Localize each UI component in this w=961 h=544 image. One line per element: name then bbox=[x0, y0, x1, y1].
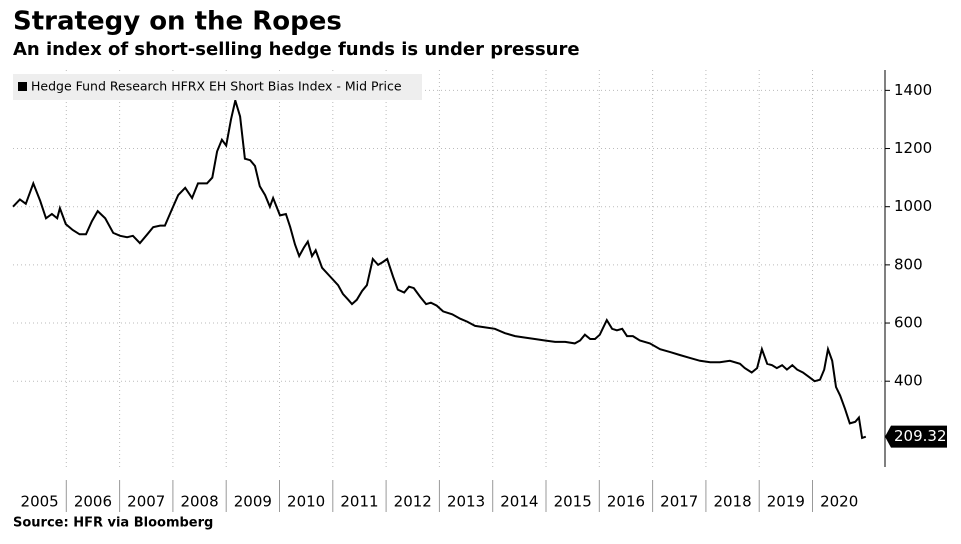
x-tick-label: 2010 bbox=[287, 493, 325, 511]
y-tick-label: 1200 bbox=[894, 139, 932, 157]
x-tick-label: 2007 bbox=[127, 493, 165, 511]
y-tick-label: 600 bbox=[894, 314, 923, 332]
x-tick-label: 2008 bbox=[180, 493, 218, 511]
x-tick-label: 2012 bbox=[394, 493, 432, 511]
chart-title: Strategy on the Ropes bbox=[13, 7, 342, 37]
chart-subtitle: An index of short-selling hedge funds is… bbox=[13, 39, 580, 60]
y-tick-label: 400 bbox=[894, 372, 923, 390]
x-tick-label: 2016 bbox=[607, 493, 645, 511]
x-tick-label: 2019 bbox=[767, 493, 805, 511]
x-tick-label: 2013 bbox=[447, 493, 485, 511]
x-tick-label: 2020 bbox=[820, 493, 858, 511]
x-tick-label: 2011 bbox=[340, 493, 378, 511]
line-series bbox=[12, 96, 867, 440]
end-label-box bbox=[885, 425, 947, 448]
y-tick-label: 1000 bbox=[894, 197, 932, 215]
legend-swatch bbox=[18, 82, 27, 91]
x-tick-label: 2015 bbox=[554, 493, 592, 511]
y-tick-label: 800 bbox=[894, 255, 923, 273]
y-tick-label: 1400 bbox=[894, 81, 932, 99]
legend-label: Hedge Fund Research HFRX EH Short Bias I… bbox=[31, 79, 402, 94]
x-tick-label: 2006 bbox=[74, 493, 112, 511]
end-label: 209.32 bbox=[894, 427, 947, 445]
x-tick-label: 2018 bbox=[713, 493, 751, 511]
x-tick-label: 2017 bbox=[660, 493, 698, 511]
x-tick-label: 2014 bbox=[500, 493, 538, 511]
x-tick-label: 2005 bbox=[21, 493, 59, 511]
x-tick-label: 2009 bbox=[234, 493, 272, 511]
source: Source: HFR via Bloomberg bbox=[13, 516, 213, 531]
legend-box bbox=[13, 74, 422, 100]
